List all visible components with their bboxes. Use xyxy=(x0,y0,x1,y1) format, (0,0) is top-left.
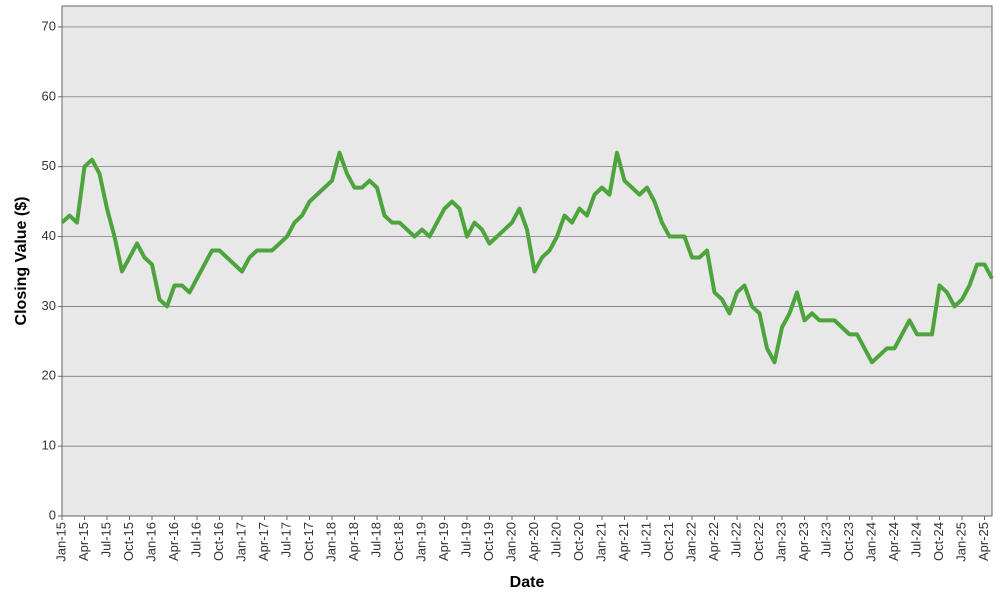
x-tick-label: Apr-16 xyxy=(166,522,181,561)
y-tick-label: 50 xyxy=(42,158,56,173)
x-tick-label: Jan-17 xyxy=(233,522,248,562)
y-tick-label: 30 xyxy=(42,298,56,313)
x-tick-label: Oct-20 xyxy=(571,522,586,561)
x-tick-label: Jul-20 xyxy=(548,522,563,557)
x-tick-label: Apr-19 xyxy=(436,522,451,561)
x-tick-label: Oct-18 xyxy=(391,522,406,561)
x-tick-label: Jan-22 xyxy=(683,522,698,562)
x-tick-label: Oct-15 xyxy=(121,522,136,561)
x-tick-label: Apr-20 xyxy=(526,522,541,561)
y-tick-label: 60 xyxy=(42,88,56,103)
y-axis-title: Closing Value ($) xyxy=(13,197,30,326)
x-tick-label: Apr-22 xyxy=(706,522,721,561)
x-tick-label: Oct-17 xyxy=(301,522,316,561)
x-tick-label: Jul-23 xyxy=(818,522,833,557)
x-tick-label: Jul-16 xyxy=(188,522,203,557)
x-tick-label: Jul-24 xyxy=(908,522,923,557)
x-tick-label: Oct-22 xyxy=(751,522,766,561)
x-tick-label: Jan-19 xyxy=(413,522,428,562)
x-tick-label: Jan-18 xyxy=(323,522,338,562)
x-axis-title: Date xyxy=(510,574,545,591)
x-tick-label: Jan-21 xyxy=(593,522,608,562)
x-tick-label: Jan-24 xyxy=(863,522,878,562)
x-tick-label: Apr-15 xyxy=(76,522,91,561)
x-tick-label: Apr-21 xyxy=(616,522,631,561)
x-tick-label: Jan-23 xyxy=(773,522,788,562)
x-tick-label: Oct-21 xyxy=(661,522,676,561)
x-tick-label: Jul-17 xyxy=(278,522,293,557)
plot-area xyxy=(61,5,993,517)
x-tick-label: Jul-22 xyxy=(728,522,743,557)
x-tick-label: Jul-15 xyxy=(98,522,113,557)
x-tick-label: Apr-25 xyxy=(976,522,991,561)
x-tick-label: Oct-19 xyxy=(481,522,496,561)
x-tick-label: Oct-23 xyxy=(841,522,856,561)
x-tick-label: Apr-24 xyxy=(886,522,901,561)
x-tick-label: Apr-17 xyxy=(256,522,271,561)
y-tick-label: 0 xyxy=(49,507,56,522)
x-tick-label: Oct-16 xyxy=(211,522,226,561)
y-tick-label: 20 xyxy=(42,368,56,383)
x-tick-label: Jan-20 xyxy=(503,522,518,562)
x-tick-label: Jan-25 xyxy=(953,522,968,562)
y-tick-label: 10 xyxy=(42,438,56,453)
x-tick-label: Jan-15 xyxy=(53,522,68,562)
x-tick-label: Jul-19 xyxy=(458,522,473,557)
price-line xyxy=(60,150,994,365)
x-tick-label: Jul-18 xyxy=(368,522,383,557)
x-tick-label: Apr-23 xyxy=(796,522,811,561)
x-tick-label: Jul-21 xyxy=(638,522,653,557)
y-tick-label: 70 xyxy=(42,18,56,33)
x-tick-label: Apr-18 xyxy=(346,522,361,561)
y-tick-label: 40 xyxy=(42,228,56,243)
x-tick-label: Oct-24 xyxy=(931,522,946,561)
x-tick-label: Jan-16 xyxy=(143,522,158,562)
